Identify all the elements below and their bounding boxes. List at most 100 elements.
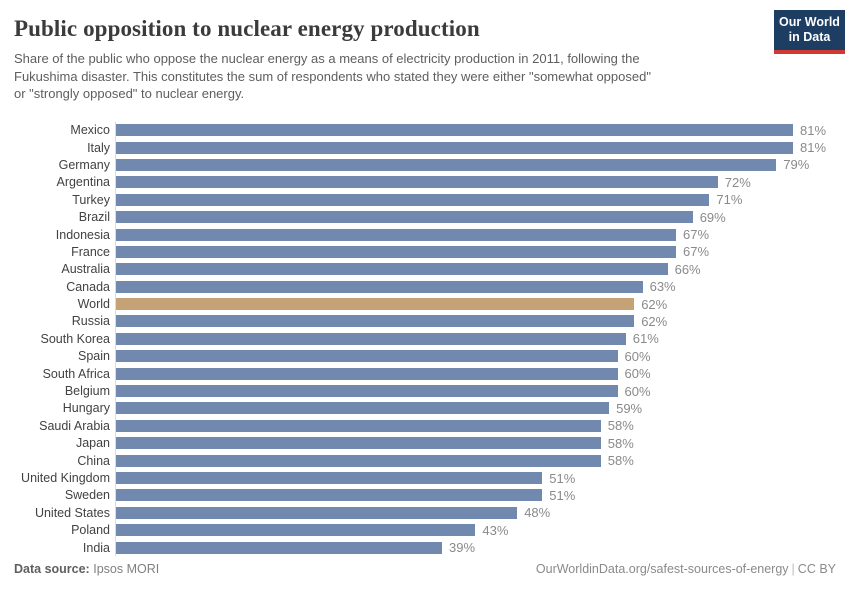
owid-logo-box: Our World in Data	[774, 10, 845, 50]
bar-area: 51%	[115, 469, 850, 487]
bar-area: 59%	[115, 399, 850, 418]
bar[interactable]	[116, 211, 693, 224]
country-label: Turkey	[72, 192, 110, 207]
bar[interactable]	[116, 315, 635, 328]
bar[interactable]	[116, 472, 543, 484]
bar[interactable]	[116, 385, 618, 398]
country-label: Mexico	[70, 123, 110, 138]
bar-value: 71%	[716, 192, 743, 208]
bar-area: 66%	[115, 260, 850, 279]
country-label: Canada	[66, 279, 110, 294]
owid-logo-stripe	[774, 50, 845, 54]
bar[interactable]	[116, 263, 668, 276]
country-label: South Africa	[42, 366, 110, 381]
country-label: Belgium	[64, 384, 110, 399]
bar[interactable]	[116, 176, 718, 189]
country-label: Italy	[87, 140, 110, 155]
country-label: United States	[34, 505, 110, 520]
bar-area: 67%	[115, 225, 850, 244]
chart-row: Australia 66%	[0, 260, 850, 279]
country-label: Australia	[61, 262, 110, 277]
data-source-value: Ipsos MORI	[93, 562, 160, 576]
country-label: France	[71, 244, 110, 259]
bar-value: 72%	[724, 174, 751, 190]
page-title: Public opposition to nuclear energy prod…	[14, 16, 480, 41]
subtitle-line: Share of the public who oppose the nucle…	[14, 51, 640, 66]
country-label: Argentina	[56, 175, 110, 190]
chart-row: United Kingdom 51%	[0, 469, 850, 487]
chart-row: Brazil 69%	[0, 208, 850, 226]
country-label: Brazil	[78, 210, 110, 225]
bar[interactable]	[116, 141, 793, 154]
chart-row: Saudi Arabia 58%	[0, 417, 850, 435]
bar-area: 58%	[115, 451, 850, 470]
bar-value: 81%	[800, 122, 827, 138]
bar-area: 43%	[115, 521, 850, 539]
bar[interactable]	[116, 193, 710, 206]
country-label: World	[77, 297, 110, 312]
bar[interactable]	[116, 298, 635, 311]
chart-subtitle: Share of the public who oppose the nucle…	[14, 50, 836, 103]
bar[interactable]	[116, 367, 618, 380]
bar[interactable]	[116, 524, 476, 537]
country-label: Saudi Arabia	[39, 418, 110, 433]
chart-row: World 62%	[0, 295, 850, 313]
owid-logo-line2: in Data	[788, 30, 831, 44]
bar-area: 62%	[115, 312, 850, 331]
bar-value: 39%	[449, 540, 476, 556]
bar[interactable]	[116, 245, 676, 258]
country-label: Indonesia	[55, 227, 110, 242]
bar-area: 60%	[115, 382, 850, 400]
chart-row: Indonesia 67%	[0, 225, 850, 244]
bar-value: 79%	[783, 157, 810, 173]
footer-attribution: OurWorldinData.org/safest-sources-of-ene…	[536, 562, 836, 576]
bar[interactable]	[116, 454, 601, 467]
bar[interactable]	[116, 437, 601, 450]
chart-row: Japan 58%	[0, 434, 850, 452]
bar-value: 61%	[632, 331, 659, 347]
site-url: OurWorldinData.org/safest-sources-of-ene…	[535, 562, 789, 576]
owid-logo-line1: Our World	[779, 15, 840, 29]
bar-area: 58%	[115, 417, 850, 435]
country-label: United Kingdom	[21, 471, 110, 485]
chart-row: France 67%	[0, 243, 850, 261]
bar[interactable]	[116, 228, 676, 241]
bar-area: 58%	[115, 434, 850, 452]
chart-row: Argentina 72%	[0, 173, 850, 192]
bar[interactable]	[116, 541, 442, 554]
chart-header: Public opposition to nuclear energy prod…	[0, 0, 850, 103]
bar[interactable]	[116, 402, 610, 415]
country-label: Japan	[75, 436, 110, 451]
bar-area: 61%	[115, 330, 850, 348]
chart-row: Sweden 51%	[0, 486, 850, 505]
bar[interactable]	[116, 350, 618, 363]
chart-row: South Korea 61%	[0, 330, 850, 348]
data-source: Data source: Ipsos MORI	[14, 562, 159, 576]
bar[interactable]	[116, 332, 626, 345]
bar[interactable]	[116, 124, 793, 137]
country-label: India	[82, 540, 110, 555]
country-label: Germany	[58, 157, 110, 172]
chart-row: Canada 63%	[0, 278, 850, 296]
bar[interactable]	[116, 280, 643, 293]
bar[interactable]	[116, 419, 601, 432]
bar-value: 60%	[624, 348, 651, 364]
license-label: CC BY	[797, 562, 836, 576]
bar-value: 43%	[482, 522, 509, 538]
bar-value: 60%	[624, 366, 651, 382]
bar-value: 51%	[549, 470, 576, 486]
bar[interactable]	[116, 158, 777, 171]
country-label: Hungary	[62, 401, 110, 416]
bar[interactable]	[116, 506, 518, 519]
bar-value: 67%	[683, 244, 710, 260]
bar[interactable]	[116, 489, 543, 502]
chart-row: China 58%	[0, 451, 850, 470]
chart-footer: Data source: Ipsos MORI OurWorldinData.o…	[14, 562, 836, 576]
chart-row: Russia 62%	[0, 312, 850, 331]
bar-value: 58%	[607, 418, 634, 434]
data-source-label: Data source:	[14, 562, 90, 576]
footer-separator: |	[791, 562, 795, 576]
bar-area: 62%	[115, 295, 850, 313]
bar-area: 81%	[115, 138, 850, 157]
